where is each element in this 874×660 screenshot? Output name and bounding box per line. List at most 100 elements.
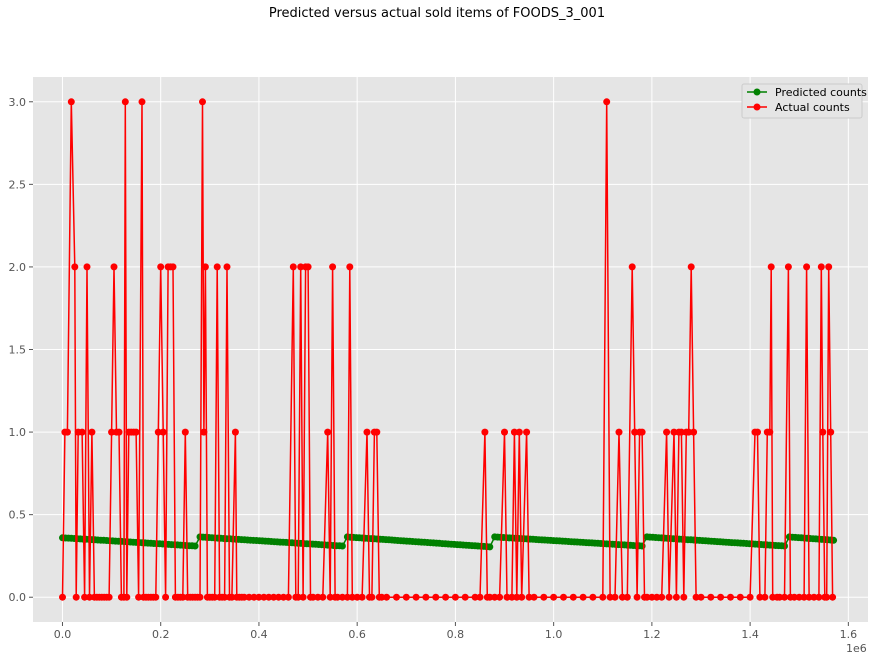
actual-point [199, 98, 206, 106]
actual-point [169, 263, 177, 271]
predicted-point [486, 543, 494, 551]
actual-point [228, 593, 236, 601]
actual-point [486, 593, 494, 601]
actual-point [540, 593, 548, 601]
x-tick-label: 0.0 [54, 628, 72, 641]
legend-marker-predicted [753, 88, 761, 96]
actual-point [599, 593, 607, 601]
actual-point [672, 593, 680, 601]
actual-point [260, 593, 268, 601]
actual-point [827, 428, 835, 436]
actual-point [736, 593, 744, 601]
actual-point [63, 428, 71, 436]
actual-point [525, 593, 533, 601]
actual-point [823, 593, 831, 601]
actual-point [138, 98, 146, 106]
actual-point [373, 428, 381, 436]
actual-point [781, 593, 788, 601]
predicted-point [191, 542, 199, 550]
actual-point [606, 593, 614, 601]
x-tick-label: 1.2 [643, 628, 661, 641]
actual-point [687, 263, 695, 271]
actual-point [623, 593, 631, 601]
actual-point [353, 593, 361, 601]
actual-point [761, 593, 769, 601]
actual-point [817, 263, 825, 271]
actual-point [255, 593, 263, 601]
x-tick-label: 0.8 [447, 628, 465, 641]
actual-point [105, 593, 113, 601]
actual-point [59, 593, 66, 601]
actual-point [280, 593, 287, 601]
y-tick-label: 3.0 [9, 96, 27, 109]
actual-point [245, 593, 253, 601]
actual-point [690, 428, 698, 436]
actual-point [530, 593, 538, 601]
actual-point [643, 593, 651, 601]
actual-point [402, 593, 410, 601]
actual-point [363, 428, 371, 436]
actual-point [132, 428, 140, 436]
actual-point [71, 263, 79, 271]
actual-point [461, 593, 469, 601]
x-tick-label: 0.2 [152, 628, 170, 641]
actual-point [648, 593, 656, 601]
actual-point [110, 263, 118, 271]
actual-point [471, 593, 479, 601]
actual-point [157, 263, 165, 271]
actual-point [270, 593, 278, 601]
actual-point [746, 593, 754, 601]
actual-point [658, 593, 666, 601]
actual-point [115, 428, 123, 436]
actual-point [304, 263, 312, 271]
actual-point [324, 428, 332, 436]
actual-point [108, 428, 116, 436]
actual-point [603, 98, 611, 106]
actual-point [825, 263, 833, 271]
actual-point [289, 263, 297, 271]
actual-point [819, 428, 827, 436]
actual-point [159, 428, 167, 436]
actual-point [343, 593, 351, 601]
actual-point [510, 428, 518, 436]
actual-point [631, 428, 639, 436]
y-tick-label: 0.5 [9, 509, 27, 522]
actual-point [346, 263, 354, 271]
chart-title: Predicted versus actual sold items of FO… [268, 6, 606, 21]
actual-point [250, 593, 258, 601]
x-tick-label: 1.4 [741, 628, 759, 641]
actual-point [692, 593, 700, 601]
series-layer [59, 98, 838, 601]
legend: Predicted counts Actual counts [741, 83, 867, 119]
actual-point [152, 593, 160, 601]
actual-point [677, 428, 685, 436]
actual-point [412, 593, 420, 601]
actual-point [491, 593, 499, 601]
actual-point [81, 593, 89, 601]
x-tick-label: 0.4 [250, 628, 268, 641]
actual-point [697, 593, 705, 601]
actual-point [154, 428, 162, 436]
actual-point [201, 263, 209, 271]
actual-point [451, 593, 459, 601]
actual-point [275, 593, 283, 601]
actual-point [442, 593, 450, 601]
actual-point [319, 593, 327, 601]
actual-point [383, 593, 391, 601]
actual-point [358, 593, 366, 601]
actual-point [72, 593, 80, 601]
actual-point [776, 593, 784, 601]
predicted-point [338, 542, 346, 550]
x-tick-label: 0.6 [348, 628, 366, 641]
actual-point [211, 593, 219, 601]
actual-point [86, 593, 93, 601]
actual-point [560, 593, 567, 601]
actual-point [294, 593, 302, 601]
actual-point [179, 593, 187, 601]
actual-point [810, 593, 818, 601]
actual-point [393, 593, 400, 601]
actual-point [633, 593, 641, 601]
actual-point [707, 593, 715, 601]
x-axis-ticks: 0.0 0.2 0.4 0.6 0.8 1.0 1.2 1.4 1.6 [54, 622, 857, 641]
actual-point [496, 593, 504, 601]
